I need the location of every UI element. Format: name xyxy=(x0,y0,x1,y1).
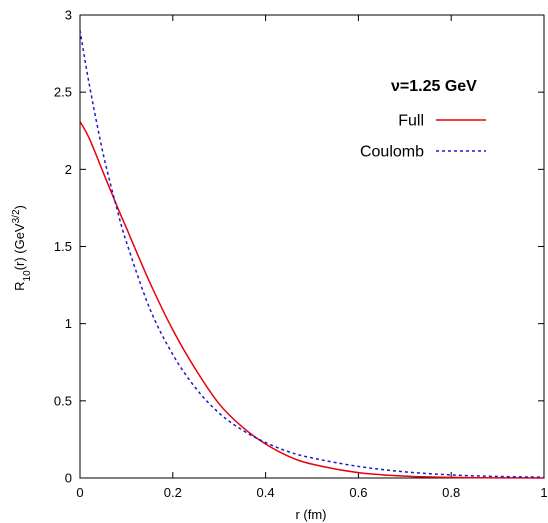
y-tick-label: 3 xyxy=(65,8,72,23)
series-layer xyxy=(79,30,545,479)
y-tick-label: 2.5 xyxy=(54,85,72,100)
x-tick-label: 0.2 xyxy=(164,485,182,500)
y-tick-label: 1 xyxy=(65,316,72,331)
y-tick-label: 0 xyxy=(65,471,72,486)
ticks: 0 0.2 0.4 0.6 0.8 1 0 0.5 1 1.5 2 2.5 3 xyxy=(54,8,548,501)
chart-annotation: ν=1.25 GeV xyxy=(391,78,477,95)
y-axis-label-sup: 3/2 xyxy=(11,209,22,223)
y-axis-label-mid: (r) (GeV xyxy=(12,223,27,270)
x-tick-label: 0.4 xyxy=(257,485,275,500)
y-axis-label-main: R xyxy=(12,281,27,290)
x-tick-label: 1 xyxy=(540,485,547,500)
series-line-full xyxy=(79,121,545,479)
x-tick-label: 0.8 xyxy=(442,485,460,500)
x-tick-label: 0.6 xyxy=(349,485,367,500)
x-tick-label: 0 xyxy=(76,485,83,500)
x-axis-label: r (fm) xyxy=(295,507,326,522)
y-axis-label: R10(r) (GeV3/2) xyxy=(11,205,33,291)
y-tick-label: 2 xyxy=(65,162,72,177)
y-axis-label-sub: 10 xyxy=(22,270,33,282)
y-axis-label-end: ) xyxy=(12,205,27,209)
y-tick-label: 0.5 xyxy=(54,393,72,408)
legend-label-full: Full xyxy=(398,113,424,130)
series-line-coulomb xyxy=(79,30,545,478)
legend: Full Coulomb xyxy=(360,113,486,161)
y-tick-label: 1.5 xyxy=(54,239,72,254)
legend-label-coulomb: Coulomb xyxy=(360,144,424,161)
